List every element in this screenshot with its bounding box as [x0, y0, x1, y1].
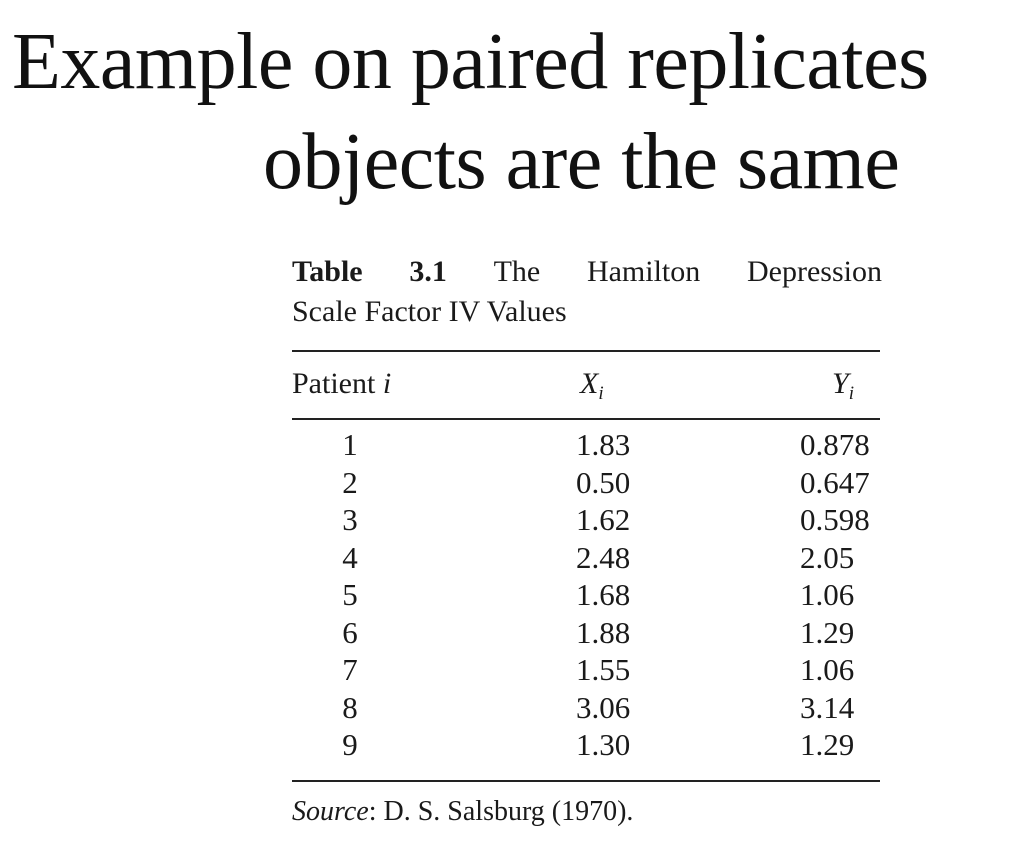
cell-y: 1.06	[800, 577, 855, 612]
table-source-label: Source	[292, 796, 369, 827]
table-row: 4 2.48 2.05	[292, 539, 882, 577]
cell-y: 0.598	[800, 502, 870, 537]
table-number: 3.1	[409, 255, 447, 288]
cell-patient: 8	[342, 689, 358, 725]
slide-title-line-1: Example on paired replicates	[12, 18, 929, 106]
table-caption-word-2: Hamilton	[586, 255, 701, 288]
table-label: Table	[292, 255, 363, 288]
cell-x: 1.83	[576, 427, 631, 462]
column-header-patient-label: Patient	[292, 367, 376, 400]
table-row: 6 1.88 1.29	[292, 614, 882, 652]
cell-y: 1.29	[800, 727, 855, 762]
column-header-y-index: i	[848, 383, 854, 404]
cell-x: 1.68	[576, 577, 631, 612]
column-header-x-index: i	[598, 383, 604, 404]
column-header-x: Xi	[580, 364, 604, 404]
table-caption-line-1: Table 3.1 The Hamilton Depression	[292, 252, 882, 292]
data-table-block: Table 3.1 The Hamilton Depression Scale …	[292, 252, 882, 842]
table-row: 9 1.30 1.29	[292, 726, 882, 764]
cell-x: 1.55	[576, 652, 631, 687]
cell-y: 1.06	[800, 652, 855, 687]
cell-patient: 4	[342, 539, 358, 575]
table-row: 5 1.68 1.06	[292, 576, 882, 614]
table-row: 8 3.06 3.14	[292, 689, 882, 727]
column-header-patient-index: i	[382, 367, 392, 400]
slide-title-line-2: objects are the same	[263, 118, 900, 206]
cell-y: 1.29	[800, 614, 855, 650]
table-row: 1 1.83 0.878	[292, 426, 882, 464]
cell-patient: 3	[342, 502, 358, 537]
cell-patient: 7	[342, 652, 358, 687]
column-header-y: Yi	[832, 364, 854, 404]
table-body: 1 1.83 0.878 2 0.50 0.647 3 1.62 0.598 4 2.48 2.05 5…	[292, 426, 882, 764]
table-caption-word-1: The	[493, 255, 541, 288]
table-caption-line-2: Scale Factor IV Values	[292, 295, 567, 328]
cell-patient: 5	[342, 577, 358, 612]
cell-x: 3.06	[576, 689, 631, 725]
table-header-rule	[292, 418, 880, 420]
table-row: 3 1.62 0.598	[292, 501, 882, 539]
table-source-note: Source: D. S. Salsburg (1970).	[292, 792, 633, 832]
table-source-text: : D. S. Salsburg (1970).	[368, 796, 634, 827]
slide-title: Example on paired replicates objects are…	[0, 0, 1020, 230]
cell-x: 0.50	[576, 464, 631, 500]
cell-x: 2.48	[576, 539, 631, 575]
cell-y: 3.14	[800, 689, 855, 725]
cell-patient: 2	[342, 464, 358, 500]
cell-x: 1.88	[576, 614, 631, 650]
table-row: 7 1.55 1.06	[292, 651, 882, 689]
cell-x: 1.30	[576, 727, 631, 762]
cell-x: 1.62	[576, 502, 631, 537]
table-row: 2 0.50 0.647	[292, 464, 882, 502]
cell-y: 0.878	[800, 427, 870, 462]
table-top-rule	[292, 350, 880, 352]
cell-patient: 6	[342, 614, 358, 650]
column-header-x-label: X	[580, 367, 599, 400]
cell-y: 2.05	[800, 539, 855, 575]
column-header-y-label: Y	[832, 367, 849, 400]
cell-y: 0.647	[800, 464, 870, 500]
cell-patient: 1	[342, 427, 358, 462]
table-caption: Table 3.1 The Hamilton Depression Scale …	[292, 252, 882, 332]
table-caption-word-3: Depression	[747, 255, 882, 288]
cell-patient: 9	[342, 727, 358, 762]
table-bottom-rule	[292, 780, 880, 782]
column-header-patient: Patient i	[292, 364, 391, 404]
